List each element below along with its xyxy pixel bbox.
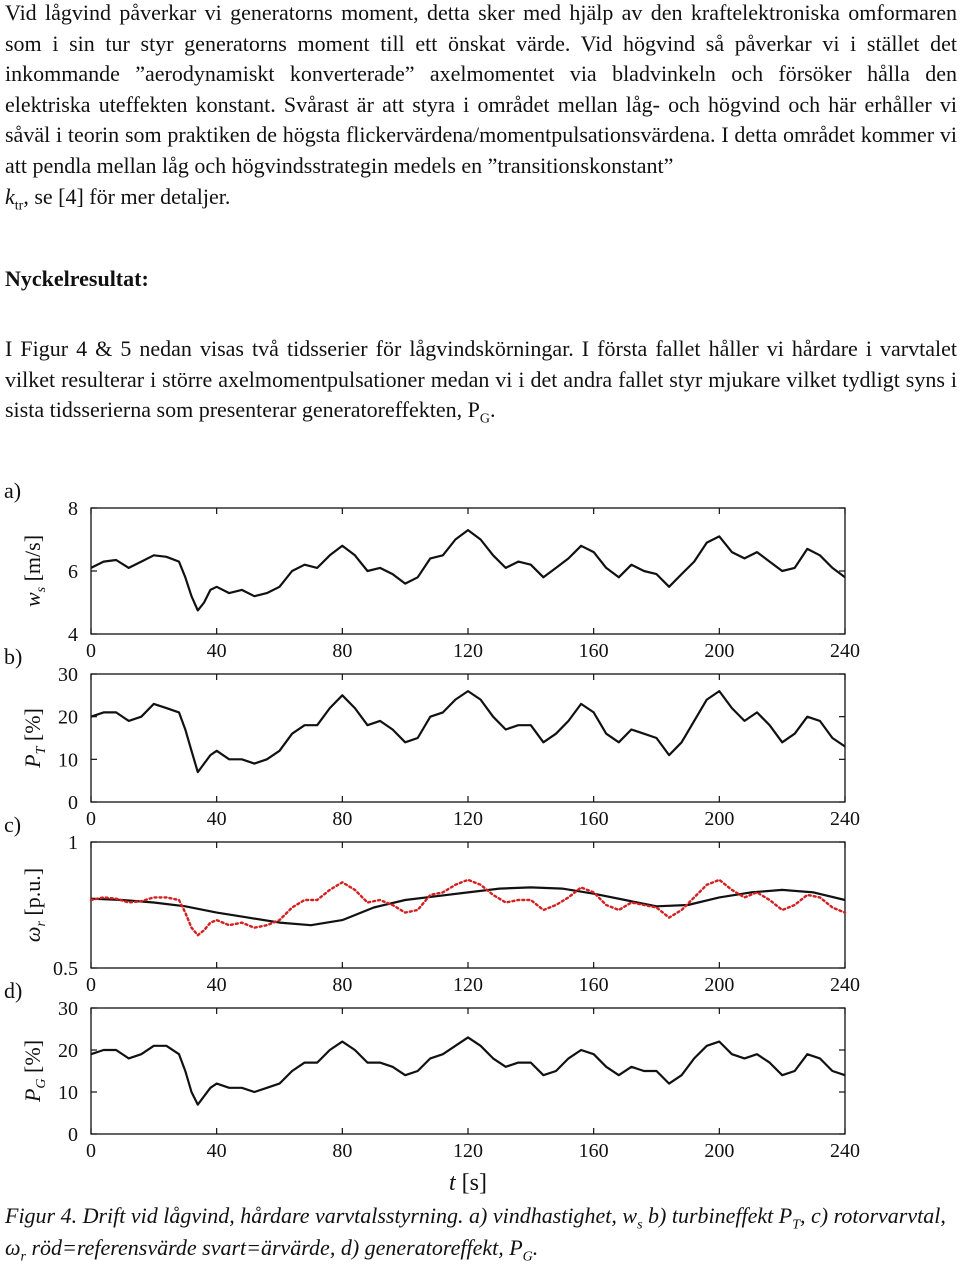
ktr-symbol: k bbox=[5, 183, 15, 209]
panel-c-xtick-label: 40 bbox=[207, 974, 227, 996]
paragraph-2-end: . bbox=[489, 397, 496, 423]
panel-d-frame bbox=[90, 1007, 846, 1135]
panel-d-ylabel: PG [%] bbox=[20, 1040, 49, 1103]
panel-b-xtick-label: 40 bbox=[207, 808, 227, 830]
pg-subscript: G bbox=[479, 411, 490, 427]
paragraph-1-end: , se [4] för mer detaljer. bbox=[23, 183, 231, 209]
panel-b-label: b) bbox=[4, 644, 22, 669]
panel-d-ytick-label: 0 bbox=[68, 1124, 78, 1146]
ktr-subscript: tr bbox=[14, 197, 24, 213]
paragraph-1-text: Vid lågvind påverkar vi generatorns mome… bbox=[5, 0, 957, 178]
caption-text-4: röd=referensvärde svart=ärvärde, d) gene… bbox=[26, 1235, 523, 1260]
panel-d-series-actual bbox=[90, 1036, 846, 1106]
panel-c-ylabel: ωr [p.u.] bbox=[20, 868, 49, 942]
panel-c-xtick-label: 120 bbox=[453, 974, 483, 996]
panel-c-ytick-label: 1 bbox=[68, 832, 78, 854]
paragraph-2-text: I Figur 4 & 5 nedan visas två tidsserier… bbox=[5, 336, 957, 423]
caption-sub-1: s bbox=[637, 1217, 643, 1233]
caption-sub-2: T bbox=[792, 1217, 800, 1233]
caption-text-1: Figur 4. Drift vid lågvind, hårdare varv… bbox=[5, 1203, 638, 1228]
panel-d-xtick-label: 160 bbox=[579, 1140, 609, 1162]
panel-c-xtick-label: 0 bbox=[86, 974, 96, 996]
panel-d-ytick-label: 10 bbox=[58, 1082, 78, 1104]
panel-d-xtick-label: 200 bbox=[704, 1140, 734, 1162]
panel-d-xtick-label: 80 bbox=[332, 1140, 352, 1162]
panel-b-ytick-label: 0 bbox=[68, 792, 78, 814]
panel-a-series-actual bbox=[90, 529, 846, 612]
paragraph-1: Vid lågvind påverkar vi generatorns mome… bbox=[5, 0, 957, 212]
panel-a-ytick-label: 8 bbox=[68, 498, 78, 520]
panel-b-xtick-label: 240 bbox=[830, 808, 860, 830]
panel-b-frame bbox=[90, 673, 846, 803]
panel-a-xtick-label: 160 bbox=[579, 640, 609, 662]
section-heading: Nyckelresultat: bbox=[5, 266, 149, 291]
panel-d-ytick-label: 30 bbox=[58, 998, 78, 1020]
panel-a-xtick-label: 200 bbox=[704, 640, 734, 662]
panel-b-series-actual bbox=[90, 690, 846, 774]
panel-b-xtick-label: 160 bbox=[579, 808, 609, 830]
panel-d-ytick-label: 20 bbox=[58, 1040, 78, 1062]
panel-a-xtick-label: 240 bbox=[830, 640, 860, 662]
panel-c-xtick-label: 160 bbox=[579, 974, 609, 996]
panel-a-ytick-label: 6 bbox=[68, 561, 78, 583]
panel-c-xtick-label: 200 bbox=[704, 974, 734, 996]
caption-sub-4: G bbox=[522, 1249, 533, 1264]
panel-c-xtick-label: 240 bbox=[830, 974, 860, 996]
panel-c-frame bbox=[90, 841, 846, 969]
panel-b-xtick-label: 0 bbox=[86, 808, 96, 830]
panel-c-series-reference bbox=[89, 878, 847, 937]
panel-a-xtick-label: 80 bbox=[332, 640, 352, 662]
panel-b-ylabel: PT [%] bbox=[20, 708, 49, 769]
panel-a-label: a) bbox=[4, 478, 21, 503]
panel-b-xtick-label: 80 bbox=[332, 808, 352, 830]
panel-d-label: d) bbox=[4, 978, 22, 1003]
panel-b-ytick-label: 20 bbox=[58, 707, 78, 729]
panel-d-xtick-label: 40 bbox=[207, 1140, 227, 1162]
panel-d-xlabel: t [s] bbox=[449, 1170, 487, 1196]
caption-text-3: , c) rotorvarvtal, ω bbox=[5, 1203, 946, 1260]
figure-caption: Figur 4. Drift vid lågvind, hårdare varv… bbox=[5, 1200, 957, 1264]
panel-a-xtick-label: 0 bbox=[86, 640, 96, 662]
panel-b-ytick-label: 30 bbox=[58, 664, 78, 686]
panel-c-series-actual bbox=[90, 886, 846, 927]
panel-d-xtick-label: 120 bbox=[453, 1140, 483, 1162]
caption-text-5: . bbox=[532, 1235, 539, 1260]
caption-text-2: b) turbineffekt P bbox=[642, 1203, 793, 1228]
panel-c-label: c) bbox=[4, 812, 21, 837]
panel-b-xtick-label: 200 bbox=[704, 808, 734, 830]
panel-b-xtick-label: 120 bbox=[453, 808, 483, 830]
panel-c-ytick-label: 0.5 bbox=[53, 958, 78, 980]
panel-b-ytick-label: 10 bbox=[58, 749, 78, 771]
paragraph-2: I Figur 4 & 5 nedan visas två tidsserier… bbox=[5, 334, 957, 426]
panel-a-xtick-label: 40 bbox=[207, 640, 227, 662]
panel-a-ylabel: ws [m/s] bbox=[20, 535, 49, 607]
panel-a-ytick-label: 4 bbox=[68, 624, 78, 646]
caption-sub-3: r bbox=[20, 1249, 26, 1264]
panel-a-xtick-label: 120 bbox=[453, 640, 483, 662]
panel-a-frame bbox=[90, 507, 846, 635]
panel-d-xtick-label: 0 bbox=[86, 1140, 96, 1162]
panel-c-xtick-label: 80 bbox=[332, 974, 352, 996]
panel-d-xtick-label: 240 bbox=[830, 1140, 860, 1162]
